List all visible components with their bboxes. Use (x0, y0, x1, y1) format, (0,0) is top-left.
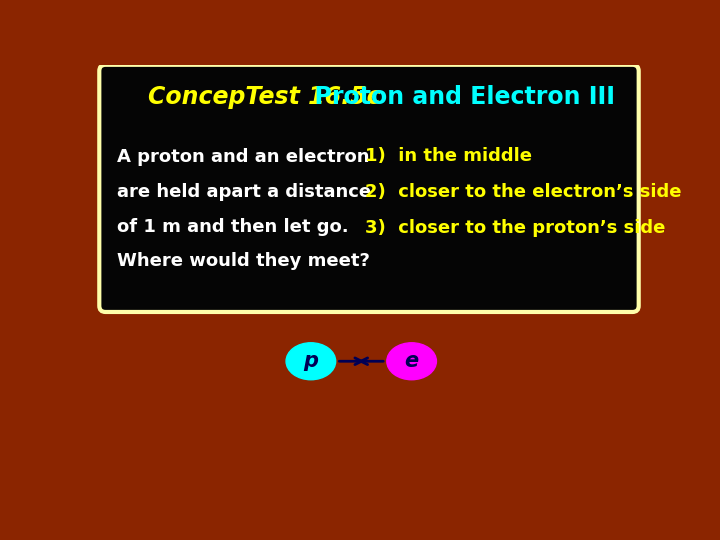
Text: p: p (303, 351, 318, 372)
Text: ConcepTest 16.5c: ConcepTest 16.5c (148, 85, 381, 109)
Text: 3)  closer to the proton’s side: 3) closer to the proton’s side (365, 219, 665, 237)
Text: Proton and Electron III: Proton and Electron III (297, 85, 615, 109)
Ellipse shape (286, 343, 336, 380)
Text: A proton and an electron: A proton and an electron (117, 148, 369, 166)
Text: 2)  closer to the electron’s side: 2) closer to the electron’s side (365, 183, 682, 201)
Text: 1)  in the middle: 1) in the middle (365, 147, 532, 165)
Text: Where would they meet?: Where would they meet? (117, 252, 370, 270)
Text: are held apart a distance: are held apart a distance (117, 183, 372, 201)
Ellipse shape (387, 343, 436, 380)
Text: of 1 m and then let go.: of 1 m and then let go. (117, 218, 348, 235)
Text: e: e (405, 351, 419, 372)
FancyBboxPatch shape (99, 65, 639, 312)
